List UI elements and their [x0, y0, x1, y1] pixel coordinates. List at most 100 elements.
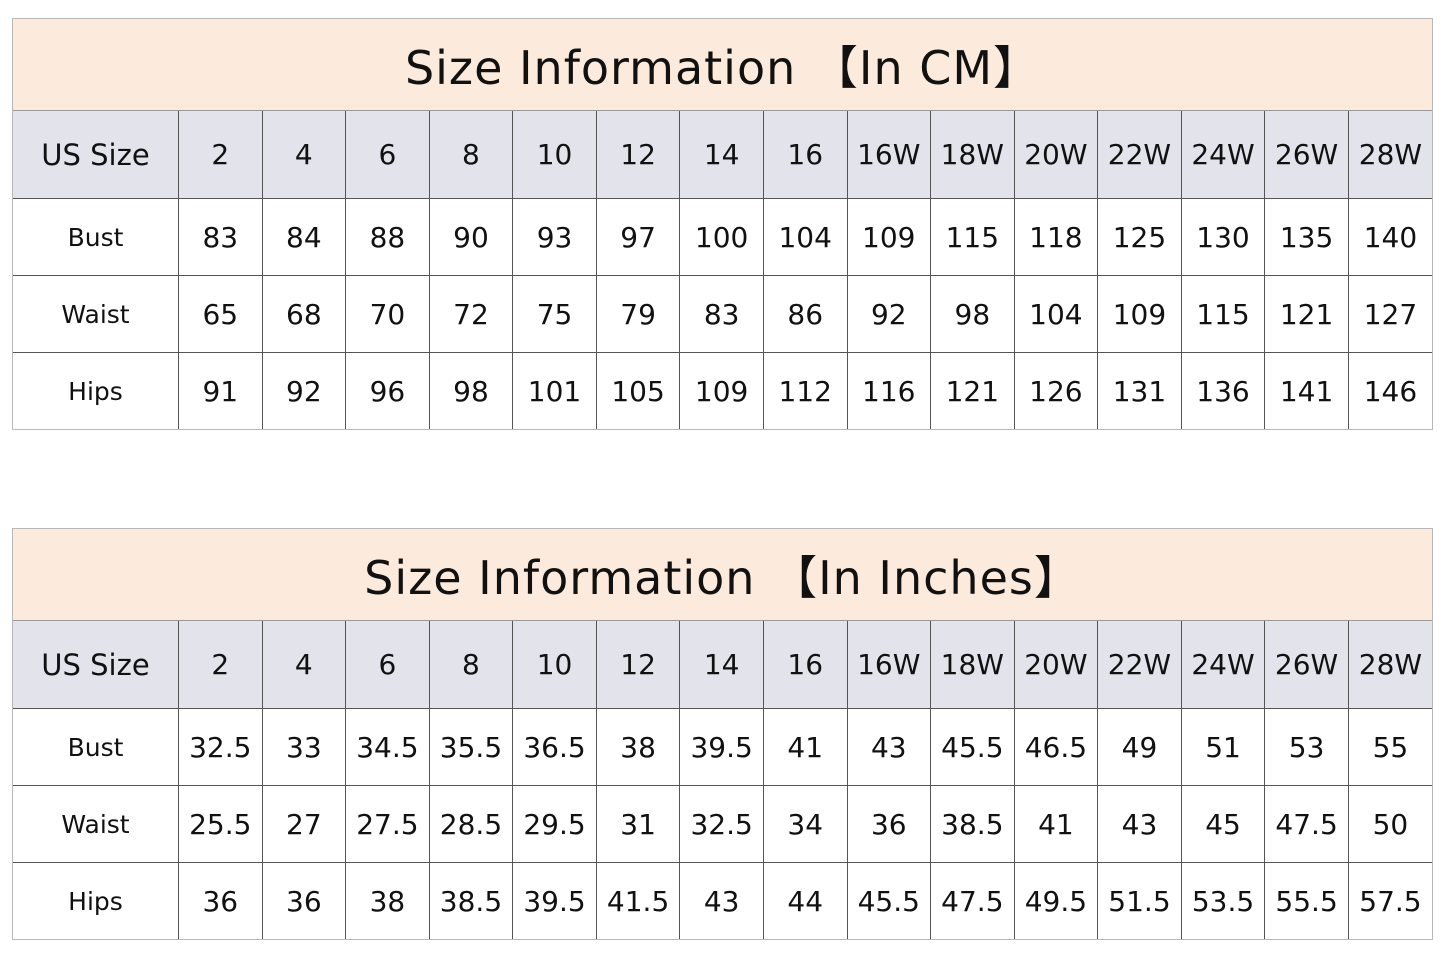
size-header-cell: 18W — [930, 621, 1015, 709]
table-cell: 125 — [1097, 198, 1182, 276]
table-cell: 41 — [762, 708, 848, 786]
header-row: US Size 2 4 6 8 10 12 14 16 16W 18W 20W 22W 24W 26W 28W — [13, 111, 1432, 199]
table-cell: 68 — [261, 275, 347, 353]
size-table-inches: Size Information 【In Inches】 US Size 2 4 6 8 1… — [12, 528, 1433, 940]
table-cell: 43 — [846, 708, 932, 786]
table-cell: 130 — [1180, 198, 1266, 276]
header-row: US Size 2 4 6 8 10 12 14 16 16W 18W 20W 22W 24W 26W 28W — [13, 621, 1432, 709]
size-header-cell: 14 — [679, 621, 764, 709]
table-cell: 79 — [595, 275, 681, 353]
table-cell: 38.5 — [428, 862, 514, 939]
size-header-cell: 22W — [1097, 111, 1182, 199]
table-cell: 92 — [261, 352, 347, 429]
size-header-cell: 12 — [595, 111, 681, 199]
table-cell: 29.5 — [512, 785, 597, 863]
table-cell: 104 — [1013, 275, 1099, 353]
size-table: US Size 2 4 6 8 10 12 14 16 16W 18W 20W 22W 24W 26W 28W… — [13, 621, 1432, 939]
table-cell: 109 — [1097, 275, 1182, 353]
row-label: Waist — [13, 275, 179, 353]
size-header-cell: 2 — [178, 621, 263, 709]
table-cell: 100 — [679, 198, 764, 276]
table-cell: 51.5 — [1097, 862, 1182, 939]
table-cell: 83 — [178, 198, 263, 276]
table-cell: 72 — [428, 275, 514, 353]
table-cell: 96 — [345, 352, 430, 429]
table-cell: 47.5 — [930, 862, 1015, 939]
size-header-cell: 20W — [1013, 111, 1099, 199]
table-cell: 28.5 — [428, 785, 514, 863]
table-cell: 105 — [595, 352, 681, 429]
table-cell: 44 — [762, 862, 848, 939]
table-cell: 97 — [595, 198, 681, 276]
table-cell: 118 — [1013, 198, 1099, 276]
header-label: US Size — [13, 621, 179, 709]
table-cell: 98 — [428, 352, 514, 429]
table-cell: 109 — [679, 352, 764, 429]
size-header-cell: 28W — [1347, 111, 1432, 199]
table-cell: 75 — [512, 275, 597, 353]
size-header-cell: 24W — [1180, 111, 1266, 199]
table-cell: 101 — [512, 352, 597, 429]
table-cell: 126 — [1013, 352, 1099, 429]
table-cell: 38 — [345, 862, 430, 939]
size-header-cell: 20W — [1013, 621, 1099, 709]
table-cell: 27.5 — [345, 785, 430, 863]
table-cell: 45.5 — [930, 708, 1015, 786]
table-cell: 32.5 — [679, 785, 764, 863]
table-cell: 127 — [1347, 275, 1432, 353]
size-header-cell: 16W — [846, 621, 932, 709]
table-cell: 140 — [1347, 198, 1432, 276]
size-header-cell: 10 — [512, 621, 597, 709]
table-cell: 34.5 — [345, 708, 430, 786]
table-cell: 131 — [1097, 352, 1182, 429]
table-cell: 43 — [679, 862, 764, 939]
table-cell: 33 — [261, 708, 347, 786]
size-header-cell: 14 — [679, 111, 764, 199]
header-label: US Size — [13, 111, 179, 199]
table-cell: 32.5 — [178, 708, 263, 786]
size-header-cell: 10 — [512, 111, 597, 199]
table-cell: 98 — [930, 275, 1015, 353]
table-cell: 36 — [178, 862, 263, 939]
size-header-cell: 12 — [595, 621, 681, 709]
table-cell: 141 — [1264, 352, 1349, 429]
size-header-cell: 16W — [846, 111, 932, 199]
table-cell: 36 — [846, 785, 932, 863]
table-cell: 51 — [1180, 708, 1266, 786]
table-row: Waist 65 68 70 72 75 79 83 86 92 98 104 109 115 121 127 — [13, 275, 1432, 353]
table-cell: 46.5 — [1013, 708, 1099, 786]
size-header-cell: 4 — [261, 111, 347, 199]
table-title: Size Information 【In CM】 — [13, 19, 1432, 111]
table-cell: 47.5 — [1264, 785, 1349, 863]
size-header-cell: 8 — [428, 111, 514, 199]
size-header-cell: 6 — [345, 621, 430, 709]
size-header-cell: 4 — [261, 621, 347, 709]
table-cell: 84 — [261, 198, 347, 276]
table-cell: 136 — [1180, 352, 1266, 429]
table-cell: 41 — [1013, 785, 1099, 863]
size-header-cell: 26W — [1264, 111, 1349, 199]
table-cell: 49 — [1097, 708, 1182, 786]
table-cell: 49.5 — [1013, 862, 1099, 939]
row-label: Hips — [13, 862, 179, 939]
table-cell: 39.5 — [679, 708, 764, 786]
table-row: Hips 36 36 38 38.5 39.5 41.5 43 44 45.5 47.5 49.5 51… — [13, 862, 1432, 939]
table-cell: 31 — [595, 785, 681, 863]
table-cell: 55 — [1347, 708, 1432, 786]
table-cell: 104 — [762, 198, 848, 276]
table-cell: 116 — [846, 352, 932, 429]
row-label: Waist — [13, 785, 179, 863]
table-cell: 65 — [178, 275, 263, 353]
table-cell: 41.5 — [595, 862, 681, 939]
table-cell: 25.5 — [178, 785, 263, 863]
row-label: Hips — [13, 352, 179, 429]
size-header-cell: 8 — [428, 621, 514, 709]
table-cell: 43 — [1097, 785, 1182, 863]
table-cell: 55.5 — [1264, 862, 1349, 939]
table-cell: 34 — [762, 785, 848, 863]
table-cell: 36 — [261, 862, 347, 939]
table-row: Waist 25.5 27 27.5 28.5 29.5 31 32.5 34 36 38.5 41 4… — [13, 785, 1432, 863]
table-cell: 38.5 — [930, 785, 1015, 863]
table-title: Size Information 【In Inches】 — [13, 529, 1432, 621]
size-table-cm: Size Information 【In CM】 US Size 2 4 6 8 10 12 1… — [12, 18, 1433, 430]
